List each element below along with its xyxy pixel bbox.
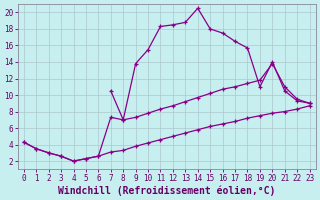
X-axis label: Windchill (Refroidissement éolien,°C): Windchill (Refroidissement éolien,°C)	[58, 185, 276, 196]
